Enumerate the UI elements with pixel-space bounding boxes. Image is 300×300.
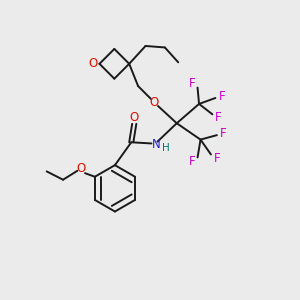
Text: F: F — [214, 152, 220, 164]
Text: F: F — [220, 127, 227, 140]
Text: F: F — [189, 155, 196, 168]
Text: F: F — [219, 90, 225, 103]
Text: F: F — [189, 76, 196, 90]
Text: O: O — [88, 57, 98, 70]
Text: N: N — [152, 138, 160, 151]
Text: H: H — [162, 143, 169, 153]
Text: O: O — [130, 111, 139, 124]
Text: F: F — [215, 111, 222, 124]
Text: O: O — [150, 96, 159, 109]
Text: O: O — [76, 162, 86, 175]
